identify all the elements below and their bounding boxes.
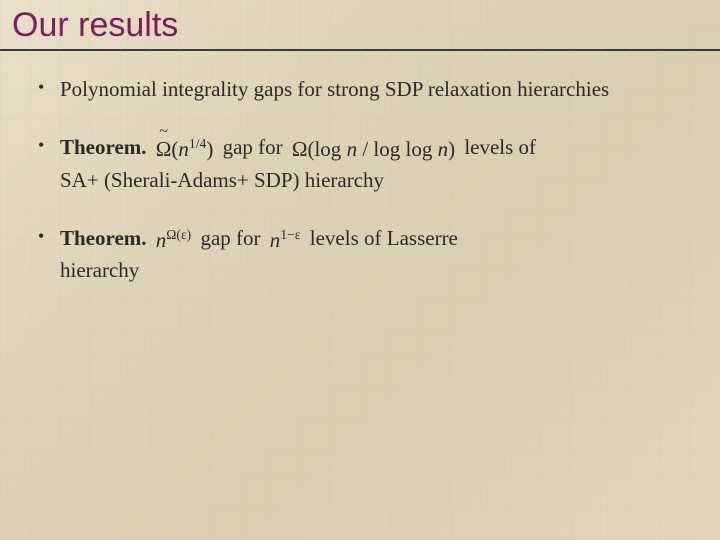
formula-n-omega-eps: nΩ(ε)	[152, 226, 195, 254]
text-segment: levels of	[464, 135, 536, 159]
text-segment: gap for	[223, 135, 283, 159]
text-segment: gap for	[200, 226, 260, 250]
slide-title: Our results	[0, 0, 720, 51]
slide-content: Polynomial integrality gaps for strong S…	[0, 75, 720, 285]
text-line2: SA+ (Sherali-Adams+ SDP) hierarchy	[60, 166, 692, 194]
slide: Our results Polynomial integrality gaps …	[0, 0, 720, 540]
text-line2: hierarchy	[60, 256, 692, 284]
bullet-list: Polynomial integrality gaps for strong S…	[36, 75, 692, 285]
bullet-text: Polynomial integrality gaps for strong S…	[60, 77, 609, 101]
formula-omega-log: Ω(log n / log log n)	[288, 135, 459, 163]
bullet-item: Theorem. nΩ(ε) gap for n1−ε levels of La…	[36, 224, 692, 285]
text-segment: levels of Lasserre	[310, 226, 458, 250]
bullet-item: Theorem. Ω(n1/4) gap for Ω(log n / log l…	[36, 133, 692, 194]
theorem-label: Theorem.	[60, 135, 147, 159]
formula-n-1-minus-eps: n1−ε	[266, 226, 305, 254]
formula-omega-tilde: Ω(n1/4)	[152, 135, 218, 163]
bullet-item: Polynomial integrality gaps for strong S…	[36, 75, 692, 103]
theorem-label: Theorem.	[60, 226, 147, 250]
